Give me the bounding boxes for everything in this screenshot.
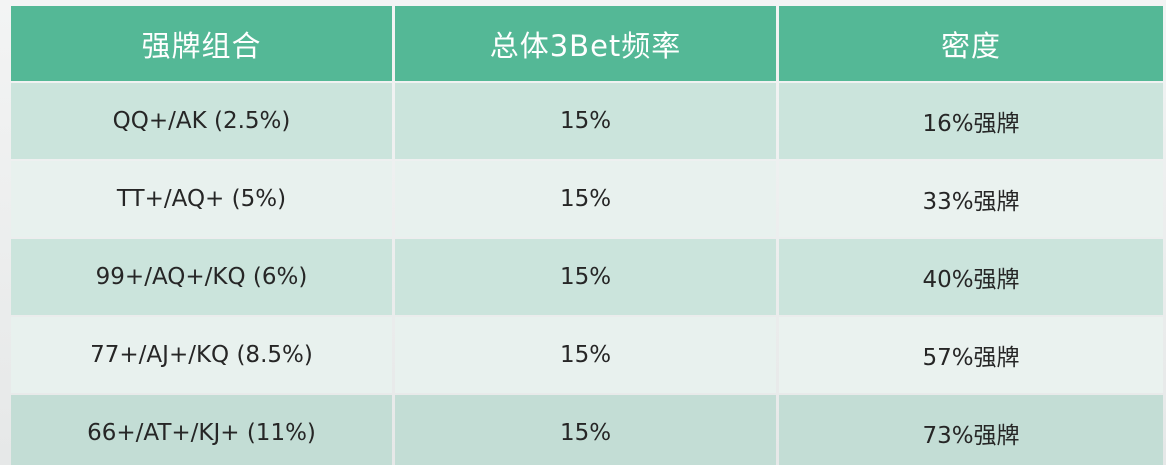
cell-combo: QQ+/AK (2.5%) [11,83,392,159]
cell-combo: 66+/AT+/KJ+ (11%) [11,395,392,465]
table-row: 77+/AJ+/KQ (8.5%) 15% 57%强牌 [11,317,1163,393]
cell-density: 73%强牌 [779,395,1163,465]
table-row: 66+/AT+/KJ+ (11%) 15% 73%强牌 [11,395,1163,465]
header-strong-combo: 强牌组合 [11,6,392,81]
cell-density: 57%强牌 [779,317,1163,393]
table-row: 99+/AQ+/KQ (6%) 15% 40%强牌 [11,239,1163,315]
3bet-density-table: 强牌组合 总体3Bet频率 密度 QQ+/AK (2.5%) 15% 16%强牌… [8,4,1166,465]
cell-frequency: 15% [395,395,776,465]
cell-frequency: 15% [395,317,776,393]
cell-combo: 77+/AJ+/KQ (8.5%) [11,317,392,393]
table-row: QQ+/AK (2.5%) 15% 16%强牌 [11,83,1163,159]
table-row: TT+/AQ+ (5%) 15% 33%强牌 [11,161,1163,237]
cell-combo: TT+/AQ+ (5%) [11,161,392,237]
table-body: QQ+/AK (2.5%) 15% 16%强牌 TT+/AQ+ (5%) 15%… [11,83,1163,465]
cell-density: 16%强牌 [779,83,1163,159]
cell-frequency: 15% [395,161,776,237]
cell-combo: 99+/AQ+/KQ (6%) [11,239,392,315]
header-row: 强牌组合 总体3Bet频率 密度 [11,6,1163,81]
cell-frequency: 15% [395,83,776,159]
cell-density: 40%强牌 [779,239,1163,315]
table-header: 强牌组合 总体3Bet频率 密度 [11,6,1163,81]
header-total-3bet-frequency: 总体3Bet频率 [395,6,776,81]
cell-density: 33%强牌 [779,161,1163,237]
cell-frequency: 15% [395,239,776,315]
header-density: 密度 [779,6,1163,81]
